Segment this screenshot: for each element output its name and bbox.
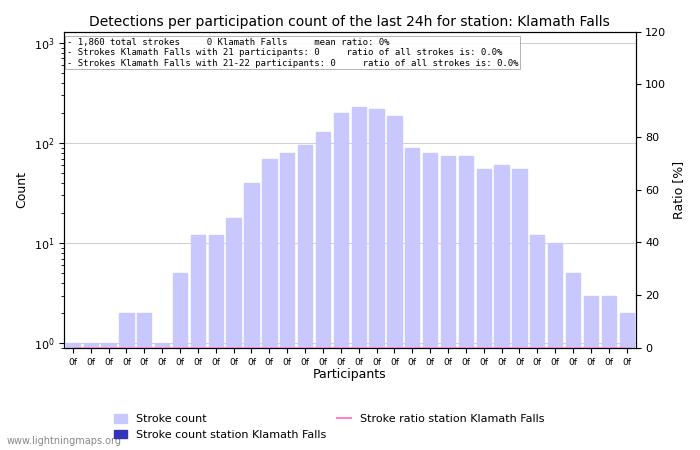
Bar — [494, 165, 509, 450]
Bar — [602, 296, 616, 450]
Bar — [512, 169, 526, 450]
X-axis label: Participants: Participants — [313, 368, 386, 381]
Bar — [370, 109, 384, 450]
Bar — [566, 273, 580, 450]
Bar — [262, 158, 276, 450]
Bar — [280, 153, 295, 450]
Bar — [441, 156, 455, 450]
Text: - 1,860 total strokes     0 Klamath Falls     mean ratio: 0%
- Strokes Klamath F: - 1,860 total strokes 0 Klamath Falls me… — [66, 38, 518, 68]
Bar — [227, 218, 241, 450]
Bar — [83, 343, 98, 450]
Bar — [191, 235, 205, 450]
Bar — [387, 117, 402, 450]
Legend: Stroke count, Stroke count station Klamath Falls, Stroke ratio station Klamath F: Stroke count, Stroke count station Klama… — [109, 410, 549, 445]
Bar — [66, 343, 80, 450]
Title: Detections per participation count of the last 24h for station: Klamath Falls: Detections per participation count of th… — [90, 15, 610, 29]
Bar — [423, 153, 438, 450]
Bar — [458, 156, 473, 450]
Bar — [316, 132, 330, 450]
Y-axis label: Count: Count — [15, 171, 28, 208]
Bar — [137, 313, 151, 450]
Text: www.lightningmaps.org: www.lightningmaps.org — [7, 436, 122, 446]
Bar — [477, 169, 491, 450]
Bar — [102, 343, 116, 450]
Bar — [298, 145, 312, 450]
Bar — [584, 296, 598, 450]
Bar — [119, 313, 134, 450]
Bar — [530, 235, 545, 450]
Y-axis label: Ratio [%]: Ratio [%] — [672, 161, 685, 219]
Bar — [548, 243, 562, 450]
Bar — [334, 113, 348, 450]
Bar — [173, 273, 187, 450]
Bar — [620, 313, 634, 450]
Bar — [351, 107, 366, 450]
Bar — [209, 235, 223, 450]
Bar — [155, 343, 169, 450]
Bar — [244, 183, 258, 450]
Bar — [405, 148, 419, 450]
